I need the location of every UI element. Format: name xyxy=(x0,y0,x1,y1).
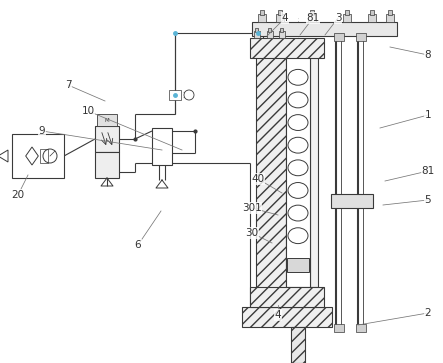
Bar xyxy=(276,14,284,22)
Bar xyxy=(256,28,259,32)
Bar xyxy=(356,324,366,332)
Text: 4: 4 xyxy=(282,13,288,23)
Bar xyxy=(331,194,373,208)
Text: 3: 3 xyxy=(335,13,341,23)
Text: M: M xyxy=(105,118,109,122)
Text: 30: 30 xyxy=(245,228,259,238)
Ellipse shape xyxy=(288,160,308,176)
Text: 81: 81 xyxy=(421,166,435,176)
Bar xyxy=(286,56,310,287)
Ellipse shape xyxy=(288,228,308,244)
Bar xyxy=(256,38,286,305)
Text: 6: 6 xyxy=(135,240,141,250)
Circle shape xyxy=(184,90,194,100)
Bar xyxy=(242,307,332,327)
Bar xyxy=(40,149,48,163)
Text: 1: 1 xyxy=(425,110,431,120)
Bar xyxy=(343,14,351,22)
Ellipse shape xyxy=(288,205,308,221)
Bar xyxy=(252,22,397,36)
Text: 7: 7 xyxy=(65,80,71,90)
Ellipse shape xyxy=(288,69,308,85)
Bar xyxy=(334,324,344,332)
Bar xyxy=(12,134,64,178)
Bar xyxy=(370,10,374,15)
Bar xyxy=(388,10,392,15)
Bar xyxy=(169,90,181,100)
Circle shape xyxy=(43,149,57,163)
Bar xyxy=(280,28,284,32)
Bar xyxy=(310,10,314,15)
Bar xyxy=(386,14,394,22)
Bar xyxy=(254,31,260,38)
Bar xyxy=(95,126,119,152)
Bar xyxy=(152,128,172,165)
Bar xyxy=(250,38,324,58)
Ellipse shape xyxy=(288,92,308,108)
Text: 5: 5 xyxy=(425,195,431,205)
Bar xyxy=(258,14,266,22)
Bar xyxy=(345,10,349,15)
Bar xyxy=(250,287,324,307)
Bar xyxy=(260,10,264,15)
Bar xyxy=(308,14,316,22)
Text: 9: 9 xyxy=(39,126,45,136)
Ellipse shape xyxy=(288,183,308,198)
Bar xyxy=(287,258,309,272)
Text: 8: 8 xyxy=(425,50,431,60)
Bar xyxy=(310,56,318,287)
Text: 301: 301 xyxy=(242,203,262,213)
Text: 20: 20 xyxy=(12,190,24,200)
Bar xyxy=(268,28,272,32)
Text: 4: 4 xyxy=(275,310,281,320)
Text: 81: 81 xyxy=(307,13,320,23)
Bar xyxy=(291,327,305,363)
Bar xyxy=(95,152,119,178)
Bar xyxy=(97,114,117,126)
Bar xyxy=(368,14,376,22)
Text: 40: 40 xyxy=(252,174,264,184)
Text: 10: 10 xyxy=(82,106,94,116)
Text: 2: 2 xyxy=(425,308,431,318)
Ellipse shape xyxy=(288,115,308,130)
Bar xyxy=(267,31,273,38)
Bar xyxy=(279,31,285,38)
Bar xyxy=(356,33,366,41)
Bar xyxy=(334,33,344,41)
Bar xyxy=(278,10,282,15)
Ellipse shape xyxy=(288,137,308,153)
